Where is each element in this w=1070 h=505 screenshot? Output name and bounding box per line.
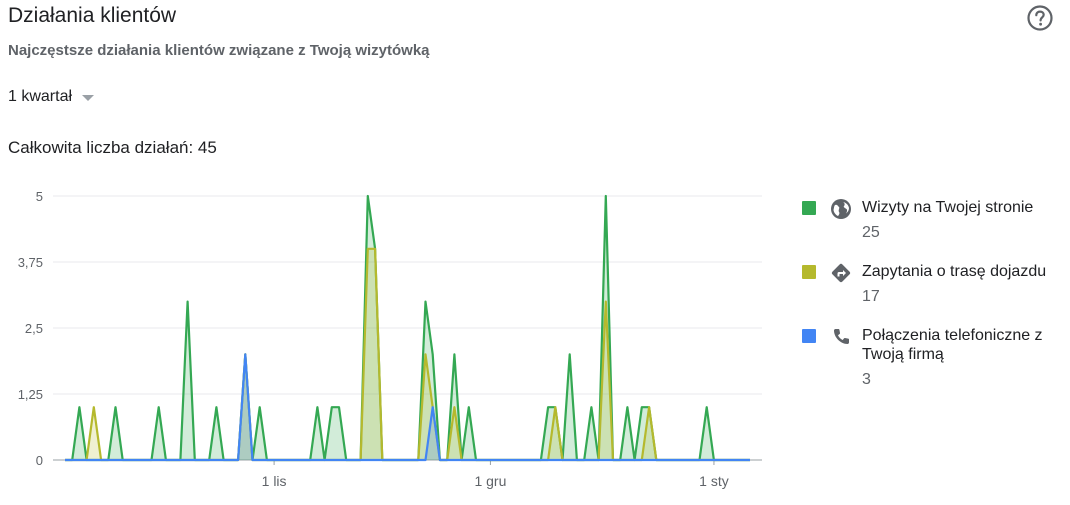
x-tick-label: 1 lis bbox=[262, 473, 287, 489]
page-title: Działania klientów bbox=[8, 4, 177, 27]
legend-label: Wizyty na Twojej stronie bbox=[862, 199, 1034, 216]
data-point bbox=[367, 195, 369, 197]
y-tick-label: 1,25 bbox=[18, 387, 43, 402]
actions-chart: 0 1,25 2,5 3,75 5 1 lis 1 gru 1 sty bbox=[18, 189, 762, 489]
y-tick-label: 3,75 bbox=[18, 255, 43, 270]
data-point bbox=[453, 406, 455, 408]
data-point bbox=[259, 406, 261, 408]
data-point bbox=[641, 406, 643, 408]
data-point bbox=[187, 301, 189, 303]
globe-icon bbox=[831, 199, 851, 219]
legend-swatch bbox=[802, 265, 816, 279]
data-point bbox=[367, 248, 369, 250]
data-point bbox=[374, 248, 376, 250]
legend-swatch bbox=[802, 329, 816, 343]
series-line-2 bbox=[65, 353, 750, 462]
page-subtitle: Najczęstsze działania klientów związane … bbox=[8, 42, 430, 59]
period-selected-label: 1 kwartał bbox=[8, 88, 73, 105]
data-point bbox=[424, 301, 427, 303]
total-actions: Całkowita liczba działań: 45 bbox=[8, 138, 217, 157]
data-point bbox=[605, 301, 607, 303]
x-tick-label: 1 gru bbox=[474, 473, 506, 489]
legend-value: 3 bbox=[862, 371, 871, 388]
data-point bbox=[114, 406, 117, 408]
data-point bbox=[331, 406, 333, 408]
data-point bbox=[590, 406, 593, 408]
data-point bbox=[569, 353, 571, 355]
data-point bbox=[424, 353, 427, 355]
period-dropdown[interactable]: 1 kwartał bbox=[8, 88, 95, 106]
data-point bbox=[468, 406, 470, 408]
data-point bbox=[453, 353, 455, 355]
x-tick-label: 1 sty bbox=[699, 473, 729, 489]
legend-label: Połączenia telefoniczne z Twoją firmą bbox=[862, 327, 1043, 363]
y-tick-label: 5 bbox=[36, 189, 43, 204]
legend-value: 17 bbox=[862, 288, 880, 305]
data-point bbox=[432, 353, 434, 355]
data-point bbox=[93, 406, 95, 408]
y-tick-label: 2,5 bbox=[25, 321, 43, 336]
data-point bbox=[547, 406, 549, 408]
data-point bbox=[316, 406, 318, 408]
data-point bbox=[605, 195, 607, 197]
legend-label: Zapytania o trasę dojazdu bbox=[862, 263, 1047, 280]
data-point bbox=[338, 406, 340, 408]
legend-item-calls[interactable]: Połączenia telefoniczne z Twoją firmą 3 bbox=[802, 324, 1067, 388]
data-point bbox=[554, 406, 556, 408]
data-point bbox=[215, 406, 217, 408]
data-point bbox=[432, 406, 434, 408]
data-point bbox=[244, 353, 246, 355]
data-point bbox=[626, 406, 629, 408]
chart-legend: Wizyty na Twojej stronie 25 Zapytania o … bbox=[802, 196, 1067, 388]
phone-icon bbox=[834, 329, 849, 344]
data-point bbox=[706, 406, 708, 408]
legend-swatch bbox=[802, 201, 816, 215]
chevron-down-icon bbox=[82, 95, 95, 101]
legend-item-website[interactable]: Wizyty na Twojej stronie 25 bbox=[802, 196, 1067, 260]
help-icon[interactable] bbox=[1026, 4, 1054, 32]
y-tick-label: 0 bbox=[36, 453, 43, 468]
data-point bbox=[78, 406, 80, 408]
data-point bbox=[158, 406, 160, 408]
legend-item-directions[interactable]: Zapytania o trasę dojazdu 17 bbox=[802, 260, 1067, 324]
directions-icon bbox=[831, 263, 851, 283]
data-point bbox=[648, 406, 650, 408]
legend-value: 25 bbox=[862, 224, 880, 241]
series-line-1 bbox=[65, 247, 750, 462]
